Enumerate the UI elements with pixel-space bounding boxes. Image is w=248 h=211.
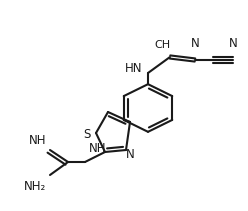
Text: N: N: [191, 37, 199, 50]
Text: NH₂: NH₂: [24, 180, 46, 193]
Text: N: N: [126, 147, 134, 161]
Text: N: N: [229, 37, 237, 50]
Text: HN: HN: [125, 61, 143, 74]
Text: NH: NH: [89, 142, 106, 155]
Text: NH: NH: [29, 134, 46, 147]
Text: CH: CH: [154, 40, 170, 50]
Text: S: S: [83, 127, 91, 141]
